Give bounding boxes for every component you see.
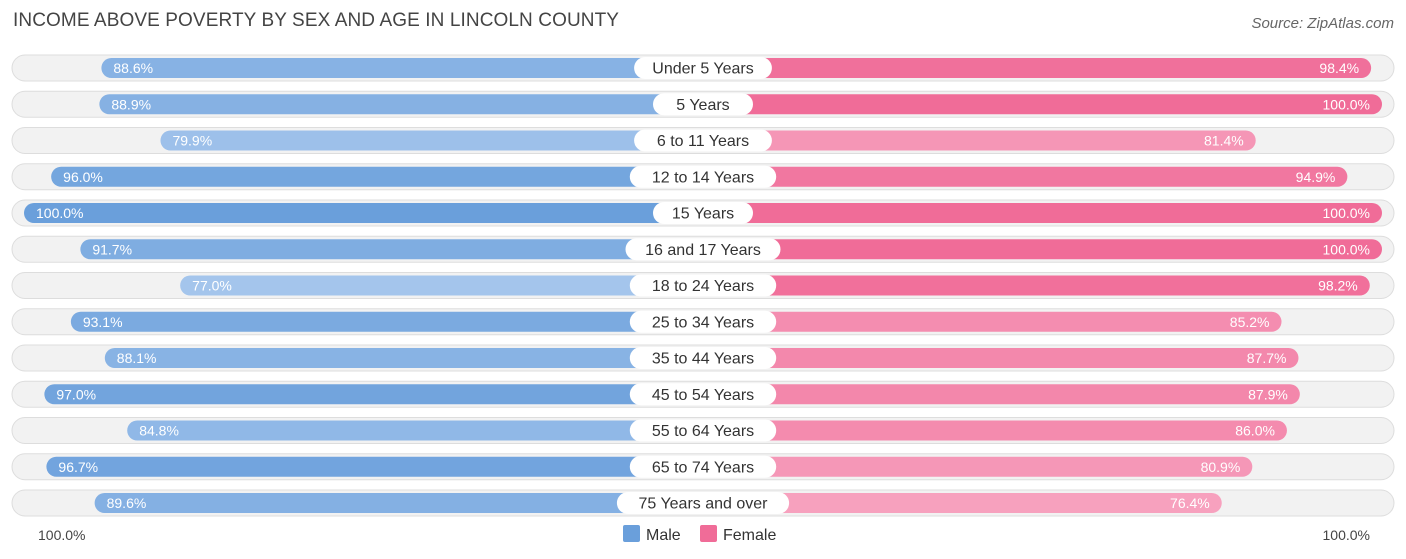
male-bar-65-to-74-years bbox=[46, 456, 704, 477]
female-value-25-to-34-years: 85.2% bbox=[1230, 314, 1270, 330]
male-value-45-to-54-years: 97.0% bbox=[56, 386, 96, 402]
female-bar-6-to-11-years bbox=[703, 130, 1256, 151]
male-value-75-years-and-over: 89.6% bbox=[107, 495, 147, 511]
category-label-under-5-years: Under 5 Years bbox=[652, 61, 753, 78]
male-bar-55-to-64-years bbox=[127, 420, 703, 441]
category-label-65-to-74-years: 65 to 74 Years bbox=[652, 459, 754, 476]
female-bar-65-to-74-years bbox=[703, 456, 1253, 477]
female-bar-5-years bbox=[703, 94, 1382, 115]
male-bar-25-to-34-years bbox=[70, 311, 703, 332]
category-pill-12-to-14-years bbox=[629, 165, 777, 188]
chart-title: INCOME ABOVE POVERTY BY SEX AND AGE IN L… bbox=[13, 10, 620, 31]
axis-left-label: 100.0% bbox=[38, 527, 85, 543]
category-label-25-to-34-years: 25 to 34 Years bbox=[652, 314, 754, 331]
category-pill-under-5-years bbox=[634, 57, 772, 79]
male-bar-75-years-and-over bbox=[94, 493, 704, 513]
category-pill-5-years bbox=[653, 93, 753, 116]
male-value-5-years: 88.9% bbox=[111, 96, 151, 112]
axis-right-label: 100.0% bbox=[1323, 527, 1370, 543]
male-value-6-to-11-years: 79.9% bbox=[172, 133, 212, 149]
female-bar-16-and-17-years bbox=[703, 239, 1382, 260]
female-value-75-years-and-over: 76.4% bbox=[1170, 495, 1210, 511]
category-pill-25-to-34-years bbox=[629, 310, 777, 333]
male-value-12-to-14-years: 96.0% bbox=[63, 169, 103, 185]
female-bar-18-to-24-years bbox=[703, 275, 1370, 296]
male-bar-5-years bbox=[99, 94, 703, 115]
female-value-55-to-64-years: 86.0% bbox=[1235, 423, 1275, 439]
category-pill-6-to-11-years bbox=[634, 129, 772, 152]
female-value-35-to-44-years: 87.7% bbox=[1247, 350, 1287, 366]
category-label-45-to-54-years: 45 to 54 Years bbox=[652, 387, 754, 404]
female-bar-75-years-and-over bbox=[703, 493, 1222, 513]
female-bar-45-to-54-years bbox=[703, 384, 1300, 405]
category-pill-16-and-17-years bbox=[625, 238, 781, 261]
male-value-16-and-17-years: 91.7% bbox=[92, 241, 132, 257]
female-value-65-to-74-years: 80.9% bbox=[1201, 459, 1241, 475]
female-value-18-to-24-years: 98.2% bbox=[1318, 278, 1358, 294]
female-bar-35-to-44-years bbox=[703, 348, 1299, 368]
male-bar-15-years bbox=[24, 203, 703, 223]
female-bar-15-years bbox=[703, 203, 1382, 223]
female-value-5-years: 100.0% bbox=[1323, 96, 1370, 112]
chart-source: Source: ZipAtlas.com bbox=[1251, 15, 1394, 32]
category-pill-15-years bbox=[653, 202, 753, 224]
male-bar-18-to-24-years bbox=[180, 275, 704, 296]
male-bar-35-to-44-years bbox=[104, 348, 703, 368]
female-bar-12-to-14-years bbox=[703, 166, 1348, 187]
male-bar-under-5-years bbox=[101, 58, 703, 78]
female-value-16-and-17-years: 100.0% bbox=[1323, 241, 1370, 257]
male-bar-45-to-54-years bbox=[44, 384, 704, 405]
category-label-55-to-64-years: 55 to 64 Years bbox=[652, 423, 754, 440]
category-pill-35-to-44-years bbox=[629, 347, 777, 369]
category-label-5-years: 5 Years bbox=[676, 97, 729, 114]
male-value-15-years: 100.0% bbox=[36, 205, 83, 221]
category-label-18-to-24-years: 18 to 24 Years bbox=[652, 278, 754, 295]
category-pill-18-to-24-years bbox=[629, 274, 777, 297]
category-label-75-years-and-over: 75 Years and over bbox=[639, 496, 769, 513]
category-pill-55-to-64-years bbox=[629, 419, 777, 442]
male-value-55-to-64-years: 84.8% bbox=[139, 423, 179, 439]
female-bar-55-to-64-years bbox=[703, 420, 1287, 441]
category-label-12-to-14-years: 12 to 14 Years bbox=[652, 169, 754, 186]
female-value-45-to-54-years: 87.9% bbox=[1248, 386, 1288, 402]
male-bar-6-to-11-years bbox=[160, 130, 703, 151]
category-label-35-to-44-years: 35 to 44 Years bbox=[652, 351, 754, 368]
male-value-65-to-74-years: 96.7% bbox=[58, 459, 98, 475]
legend-label-male: Male bbox=[646, 527, 681, 544]
category-label-6-to-11-years: 6 to 11 Years bbox=[657, 133, 749, 150]
female-bar-under-5-years bbox=[703, 58, 1372, 78]
category-pill-45-to-54-years bbox=[629, 383, 777, 406]
category-pill-65-to-74-years bbox=[629, 455, 777, 478]
category-pill-75-years-and-over bbox=[616, 492, 790, 514]
category-label-15-years: 15 Years bbox=[672, 206, 734, 223]
legend-label-female: Female bbox=[723, 527, 776, 544]
female-value-6-to-11-years: 81.4% bbox=[1204, 133, 1244, 149]
male-bar-16-and-17-years bbox=[80, 239, 704, 260]
female-value-15-years: 100.0% bbox=[1323, 205, 1370, 221]
legend-swatch-male bbox=[623, 525, 640, 542]
legend-swatch-female bbox=[700, 525, 717, 542]
category-label-16-and-17-years: 16 and 17 Years bbox=[645, 242, 761, 259]
female-value-12-to-14-years: 94.9% bbox=[1296, 169, 1336, 185]
female-bar-25-to-34-years bbox=[703, 311, 1282, 332]
male-bar-12-to-14-years bbox=[51, 166, 704, 187]
female-value-under-5-years: 98.4% bbox=[1319, 60, 1359, 76]
male-value-25-to-34-years: 93.1% bbox=[83, 314, 123, 330]
male-value-35-to-44-years: 88.1% bbox=[117, 350, 157, 366]
male-value-18-to-24-years: 77.0% bbox=[192, 278, 232, 294]
male-value-under-5-years: 88.6% bbox=[113, 60, 153, 76]
